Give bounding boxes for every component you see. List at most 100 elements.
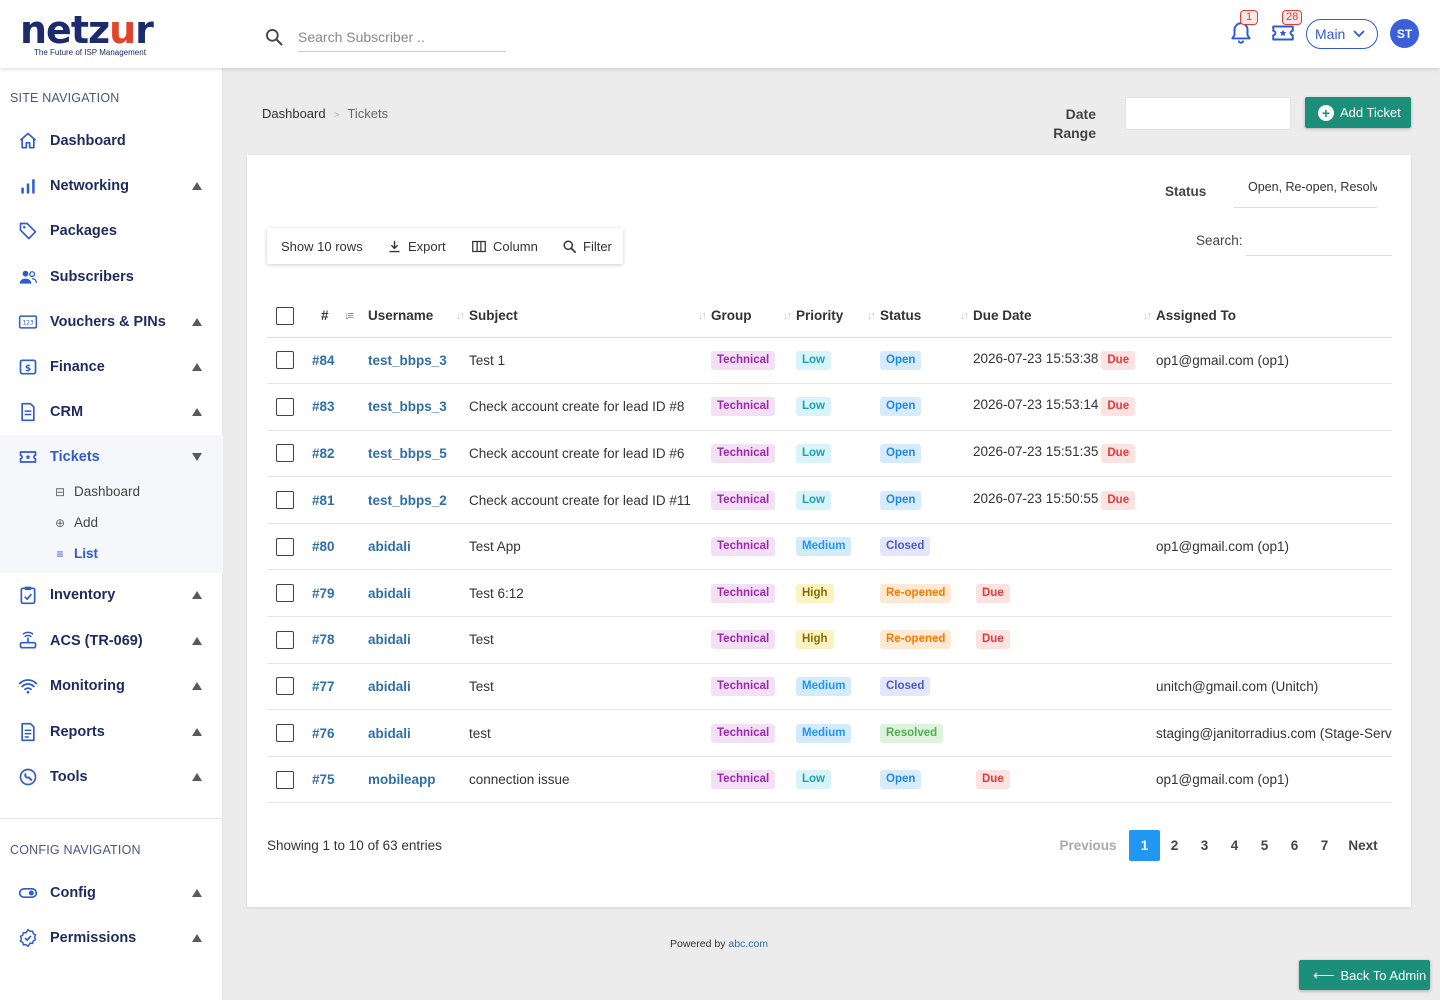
nav-monitoring[interactable]: Monitoring xyxy=(0,664,223,708)
nav-subscribers[interactable]: Subscribers xyxy=(0,255,223,299)
col-subject[interactable]: Subject ↓↑ xyxy=(469,295,711,338)
group-badge: Technical xyxy=(711,770,776,790)
pagination-page[interactable]: 1 xyxy=(1129,830,1160,861)
nav-networking[interactable]: Networking xyxy=(0,164,223,208)
row-checkbox[interactable] xyxy=(276,584,294,603)
ticket-id-link[interactable]: #75 xyxy=(312,772,335,788)
group-cell: Technical xyxy=(711,616,796,664)
table-search-input[interactable] xyxy=(1246,225,1392,256)
nav-vouchers[interactable]: 123 Vouchers & PINs xyxy=(0,300,223,344)
table-row[interactable]: #82 test_bbps_5 Check account create for l… xyxy=(267,430,1392,478)
search-input[interactable] xyxy=(298,22,506,52)
pagination-page[interactable]: 4 xyxy=(1230,838,1239,853)
row-checkbox[interactable] xyxy=(276,397,294,416)
row-checkbox[interactable] xyxy=(276,351,294,370)
nav-acs[interactable]: ACS (TR-069) xyxy=(0,619,223,663)
row-checkbox[interactable] xyxy=(276,677,294,696)
pagination-page[interactable]: 2 xyxy=(1170,838,1179,853)
username-link[interactable]: test_bbps_3 xyxy=(368,352,447,368)
table-row[interactable]: #80 abidali Test App Technical Medium Closed o… xyxy=(267,523,1392,571)
pagination-previous[interactable]: Previous xyxy=(1059,838,1117,853)
status-filter-select[interactable]: Open, Re-open, Resolved xyxy=(1234,172,1377,208)
col-priority[interactable]: Priority ↓↑ xyxy=(796,295,880,338)
row-checkbox[interactable] xyxy=(276,491,294,510)
table-row[interactable]: #81 test_bbps_2 Check account create for l… xyxy=(267,476,1392,524)
table-row[interactable]: #75 mobileapp connection issue Technical Low… xyxy=(267,756,1392,804)
col-id[interactable]: # ↓≡ xyxy=(312,295,368,338)
username-link[interactable]: abidali xyxy=(368,725,411,741)
show-rows-button[interactable]: Show 10 rows xyxy=(281,238,363,254)
nav-permissions[interactable]: Permissions xyxy=(0,916,223,960)
pagination-page[interactable]: 5 xyxy=(1260,838,1269,853)
row-checkbox[interactable] xyxy=(276,770,294,789)
back-to-admin-button[interactable]: ⟵ Back To Admin xyxy=(1299,960,1430,990)
ticket-id-link[interactable]: #80 xyxy=(312,539,335,555)
username-link[interactable]: test_bbps_3 xyxy=(368,399,447,415)
column-button[interactable]: Column xyxy=(471,239,538,254)
col-username[interactable]: Username ↓↑ xyxy=(368,295,469,338)
ticket-id-link[interactable]: #76 xyxy=(312,725,335,741)
group-badge: Technical xyxy=(711,443,776,463)
pagination-page[interactable]: 7 xyxy=(1320,838,1329,853)
nav-packages[interactable]: Packages xyxy=(0,209,223,253)
assigned-to-cell xyxy=(1156,476,1392,524)
row-checkbox[interactable] xyxy=(276,724,294,743)
date-range-input[interactable] xyxy=(1125,97,1291,130)
brand-logo[interactable]: netzur The Future of ISP Management xyxy=(20,8,154,57)
select-all-checkbox[interactable] xyxy=(276,306,294,325)
username-link[interactable]: abidali xyxy=(368,585,411,601)
pagination-page[interactable]: 3 xyxy=(1200,838,1209,853)
row-checkbox[interactable] xyxy=(276,630,294,649)
footer-link[interactable]: abc.com xyxy=(728,938,769,950)
ticket-id-link[interactable]: #78 xyxy=(312,632,335,648)
due-badge: Due xyxy=(976,583,1010,603)
tickets-sub-dashboard[interactable]: ⊟ Dashboard xyxy=(54,484,141,499)
pagination-page[interactable]: 6 xyxy=(1290,838,1299,853)
ticket-id-link[interactable]: #77 xyxy=(312,678,335,694)
ticket-id-link[interactable]: #84 xyxy=(312,352,335,368)
filter-button[interactable]: Filter xyxy=(562,239,612,254)
pagination-next[interactable]: Next xyxy=(1348,838,1378,853)
col-status[interactable]: Status ↓↑ xyxy=(880,295,973,338)
nav-inventory[interactable]: Inventory xyxy=(0,573,223,617)
col-due-date[interactable]: Due Date ↓↑ xyxy=(973,295,1156,338)
col-assigned-to[interactable]: Assigned To xyxy=(1156,295,1392,338)
user-avatar[interactable]: ST xyxy=(1390,19,1419,48)
nav-crm[interactable]: CRM xyxy=(0,390,223,434)
tickets-sub-list[interactable]: ≡ List xyxy=(54,546,98,561)
username-link[interactable]: abidali xyxy=(368,678,411,694)
export-button[interactable]: Export xyxy=(387,239,446,254)
table-row[interactable]: #84 test_bbps_3 Test 1 Technical Low Open 2026… xyxy=(267,337,1392,385)
tickets-header-button[interactable]: 28 xyxy=(1270,10,1303,46)
nav-dashboard[interactable]: Dashboard xyxy=(0,119,223,163)
tickets-sub-add[interactable]: ⊕ Add xyxy=(54,515,99,530)
username-link[interactable]: mobileapp xyxy=(368,772,436,788)
add-ticket-button[interactable]: + Add Ticket xyxy=(1305,97,1411,128)
due-badge: Due xyxy=(1101,443,1136,463)
col-group[interactable]: Group ↓↑ xyxy=(711,295,796,338)
table-row[interactable]: #76 abidali test Technical Medium Resolved sta… xyxy=(267,709,1392,757)
username-link[interactable]: abidali xyxy=(368,632,411,648)
table-row[interactable]: #83 test_bbps_3 Check account create for l… xyxy=(267,383,1392,431)
breadcrumb-dashboard-link[interactable]: Dashboard xyxy=(262,106,326,121)
nav-finance[interactable]: $ Finance xyxy=(0,345,223,389)
username-link[interactable]: test_bbps_5 xyxy=(368,445,447,461)
nav-config[interactable]: Config xyxy=(0,871,223,915)
workspace-select[interactable]: Main xyxy=(1306,19,1378,49)
ticket-id-link[interactable]: #82 xyxy=(312,445,335,461)
ticket-id-link[interactable]: #81 xyxy=(312,492,335,508)
row-checkbox[interactable] xyxy=(276,537,294,556)
ticket-id-link[interactable]: #83 xyxy=(312,399,335,415)
username-link[interactable]: abidali xyxy=(368,539,411,555)
nav-tickets[interactable]: Tickets xyxy=(0,435,223,479)
table-row[interactable]: #79 abidali Test 6:12 Technical High Re-opene… xyxy=(267,569,1392,618)
username-cell: abidali xyxy=(368,523,469,571)
nav-tools[interactable]: Tools xyxy=(0,755,223,799)
ticket-id-link[interactable]: #79 xyxy=(312,585,335,601)
row-checkbox[interactable] xyxy=(276,444,294,463)
nav-reports[interactable]: Reports xyxy=(0,710,223,754)
table-row[interactable]: #78 abidali Test Technical High Re-opened Due xyxy=(267,616,1392,664)
username-link[interactable]: test_bbps_2 xyxy=(368,492,447,508)
notifications-button[interactable]: 1 xyxy=(1228,10,1258,46)
table-row[interactable]: #77 abidali Test Technical Medium Closed unitc… xyxy=(267,663,1392,711)
